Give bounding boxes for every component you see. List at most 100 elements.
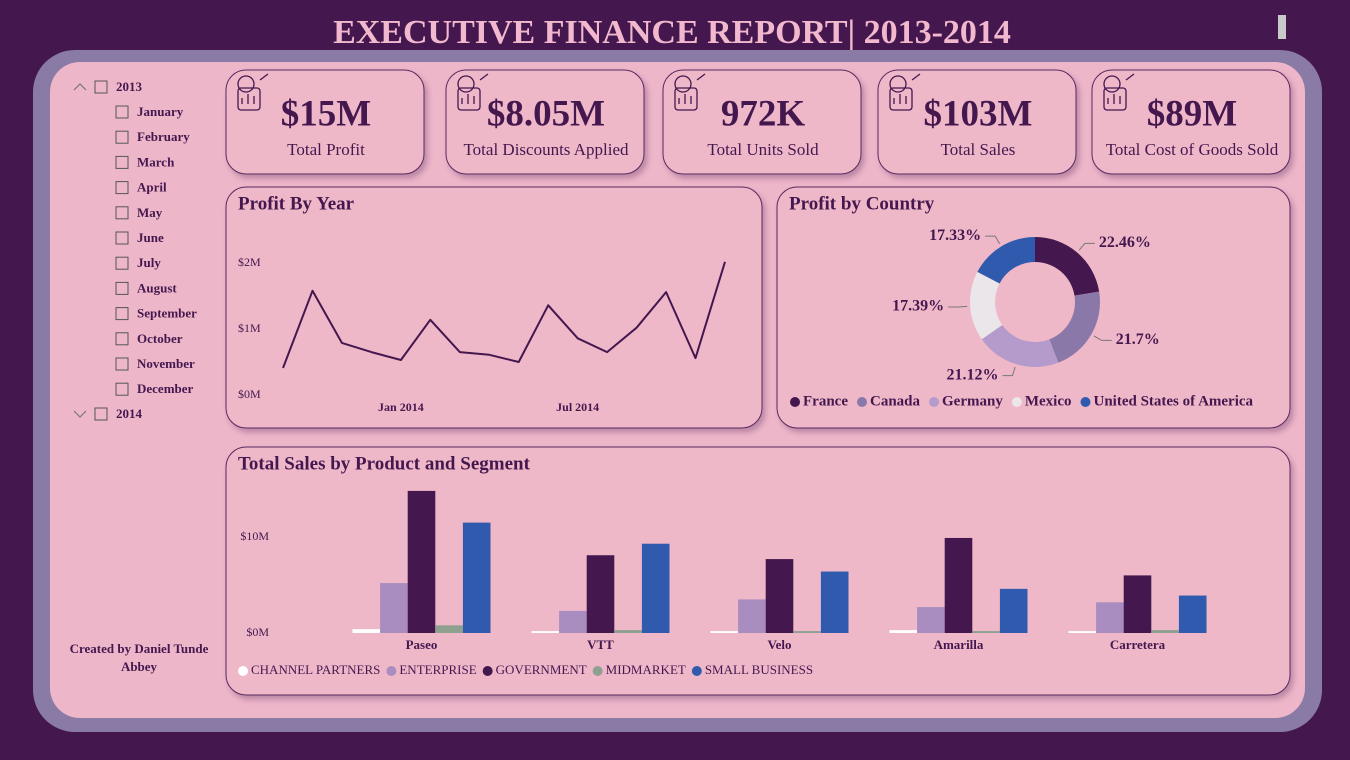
checkbox[interactable] xyxy=(115,281,129,295)
leader-line xyxy=(1078,242,1095,251)
chart-panel xyxy=(225,186,763,429)
kpi-icon xyxy=(674,73,706,111)
year-option[interactable]: 2014 xyxy=(116,406,143,421)
checkbox[interactable] xyxy=(115,181,129,195)
legend-label: Germany xyxy=(942,393,1003,409)
legend-marker xyxy=(592,666,603,676)
x-tick-label: Jan 2014 xyxy=(378,400,424,414)
kpi-icon xyxy=(889,73,921,111)
kpi-label: Total Cost of Goods Sold xyxy=(1106,140,1279,159)
month-option[interactable]: February xyxy=(137,129,190,144)
kpi-label: Total Units Sold xyxy=(707,140,819,159)
checkbox[interactable] xyxy=(94,80,108,94)
icon-shape xyxy=(241,73,269,104)
bar xyxy=(889,630,918,633)
bar xyxy=(352,629,381,633)
x-tick-label: VTT xyxy=(587,637,614,652)
legend-label: Mexico xyxy=(1025,393,1072,409)
leader-line xyxy=(1093,335,1112,341)
month-option[interactable]: July xyxy=(137,255,161,270)
chart-panel xyxy=(225,446,1291,696)
icon-shape xyxy=(237,87,261,111)
month-option[interactable]: August xyxy=(137,280,177,295)
kpi-card xyxy=(225,69,425,175)
bar xyxy=(793,631,821,633)
checkbox[interactable] xyxy=(115,231,129,245)
icon-shape xyxy=(678,73,706,104)
month-option[interactable]: June xyxy=(137,230,164,245)
chart-title: Profit By Year xyxy=(238,193,355,214)
bar xyxy=(586,555,615,633)
bar xyxy=(944,537,973,633)
data-label: 17.33% xyxy=(929,227,981,244)
line-series xyxy=(282,261,726,369)
legend-label: Canada xyxy=(870,393,921,409)
kpi-label: Total Discounts Applied xyxy=(463,140,629,159)
data-label: 21.12% xyxy=(946,366,998,383)
bar xyxy=(1178,595,1207,633)
icon-shape xyxy=(237,75,255,93)
checkbox[interactable] xyxy=(115,307,129,321)
chart-title: Profit by Country xyxy=(789,193,935,214)
kpi-icon xyxy=(457,73,489,111)
icon-shape xyxy=(674,87,698,111)
legend-label: GOVERNMENT xyxy=(496,662,587,677)
bar xyxy=(972,631,1000,633)
bar xyxy=(710,631,739,633)
checkbox[interactable] xyxy=(115,256,129,270)
bar xyxy=(820,571,849,633)
y-tick-label: $0M xyxy=(246,625,269,639)
checkbox[interactable] xyxy=(115,155,129,169)
donut-slice xyxy=(1049,291,1100,363)
expand-toggle[interactable] xyxy=(73,83,87,91)
month-option[interactable]: March xyxy=(137,154,175,169)
legend-marker xyxy=(1080,397,1091,407)
checkbox[interactable] xyxy=(115,206,129,220)
legend-marker xyxy=(1011,397,1022,407)
legend-marker xyxy=(238,666,248,676)
y-tick-label: $1M xyxy=(238,321,261,335)
checkbox[interactable] xyxy=(94,407,108,421)
checkbox[interactable] xyxy=(115,130,129,144)
bar xyxy=(641,543,670,633)
checkbox[interactable] xyxy=(115,382,129,396)
kpi-value: $103M xyxy=(924,93,1033,134)
scroll-handle xyxy=(1278,15,1286,39)
legend-marker xyxy=(856,397,867,407)
month-option[interactable]: January xyxy=(137,104,184,119)
year-option[interactable]: 2013 xyxy=(116,79,143,94)
checkbox[interactable] xyxy=(115,357,129,371)
y-tick-label: $2M xyxy=(238,255,261,269)
credit: Created by Daniel Tunde Abbey xyxy=(69,641,209,674)
bar xyxy=(462,522,491,633)
y-tick-label: $10M xyxy=(240,529,269,543)
donut-slice xyxy=(970,271,1003,340)
icon-shape xyxy=(457,87,481,111)
icon-shape xyxy=(461,73,489,104)
icon-shape xyxy=(674,75,692,93)
donut-slice xyxy=(977,237,1035,284)
icon-shape xyxy=(1103,87,1127,111)
credit-box: Created by Daniel Tunde Abbey xyxy=(69,641,209,674)
chart-title: Total Sales by Product and Segment xyxy=(238,453,531,474)
x-tick-label: Velo xyxy=(767,637,791,652)
legend-label: France xyxy=(803,393,848,409)
month-option[interactable]: May xyxy=(137,205,163,220)
month-option[interactable]: October xyxy=(137,331,183,346)
checkbox[interactable] xyxy=(115,332,129,346)
expand-toggle[interactable] xyxy=(73,410,87,418)
legend-marker xyxy=(482,666,493,676)
month-option[interactable]: September xyxy=(137,306,197,321)
data-label: 22.46% xyxy=(1099,234,1151,251)
checkbox[interactable] xyxy=(115,105,129,119)
donut-slice xyxy=(981,324,1059,367)
data-label: 17.39% xyxy=(892,298,944,315)
month-option[interactable]: December xyxy=(137,381,194,396)
kpi-value: $8.05M xyxy=(487,93,605,134)
month-option[interactable]: November xyxy=(137,356,195,371)
month-option[interactable]: April xyxy=(137,180,167,195)
bar xyxy=(738,599,766,633)
y-tick-label: $0M xyxy=(238,387,261,401)
legend-label: United States of America xyxy=(1093,393,1253,409)
